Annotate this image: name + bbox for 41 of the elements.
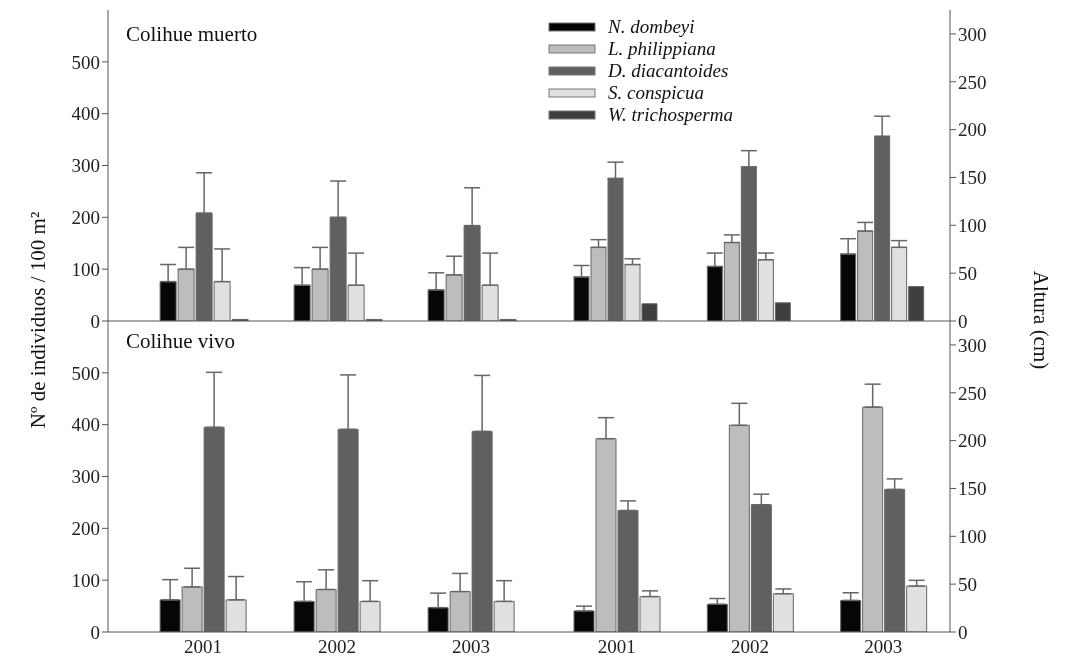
y2-tick-label: 300	[958, 23, 987, 45]
y-tick-label: 100	[71, 258, 100, 280]
y-tick-label: 200	[71, 518, 100, 540]
y2-tick-label: 150	[958, 167, 987, 189]
x-tick-label: 2001	[184, 636, 222, 658]
y-tick-label: 300	[71, 466, 100, 488]
y2-tick-label: 250	[958, 382, 987, 404]
y2-tick-label: 100	[958, 526, 987, 548]
x-tick-label: 2002	[731, 636, 769, 658]
x-tick-label: 2003	[864, 636, 903, 658]
y-tick-label: 300	[71, 155, 100, 177]
x-tick-label: 2003	[452, 636, 490, 658]
y2-tick-label: 200	[958, 119, 987, 141]
legend-label: D. diacantoides	[608, 60, 729, 82]
y2-tick-label: 50	[958, 573, 977, 595]
y2-tick-label: 0	[958, 621, 968, 643]
y-tick-label: 0	[90, 310, 100, 332]
legend-label: S. conspicua	[608, 82, 705, 104]
legend-label: W. trichosperma	[608, 104, 733, 126]
chart-title: Colihue vivo	[126, 329, 236, 354]
x-tick-label: 2001	[597, 636, 636, 658]
y2-axis-title: Altura (cm)	[1027, 270, 1053, 370]
y-axis-title: Nº de individuos / 100 m²	[25, 211, 51, 429]
y-tick-label: 200	[71, 207, 100, 229]
y-tick-label: 400	[71, 414, 100, 436]
x-tick-label: 2002	[318, 636, 356, 658]
y-tick-label: 100	[71, 569, 100, 591]
y-tick-label: 400	[71, 103, 100, 125]
y-tick-label: 500	[71, 362, 100, 384]
legend-label: L. philippiana	[608, 38, 716, 60]
y2-tick-label: 300	[958, 334, 987, 356]
y2-tick-label: 200	[958, 430, 987, 452]
y2-tick-label: 50	[958, 262, 977, 284]
y2-tick-label: 150	[958, 478, 987, 500]
y-tick-label: 500	[71, 51, 100, 73]
y2-tick-label: 100	[958, 215, 987, 237]
text: Colihue muerto	[126, 22, 258, 47]
y2-tick-label: 250	[958, 71, 987, 93]
y-tick-label: 0	[90, 621, 100, 643]
y2-tick-label: 0	[958, 310, 968, 332]
legend-label: N. dombeyi	[608, 16, 695, 38]
